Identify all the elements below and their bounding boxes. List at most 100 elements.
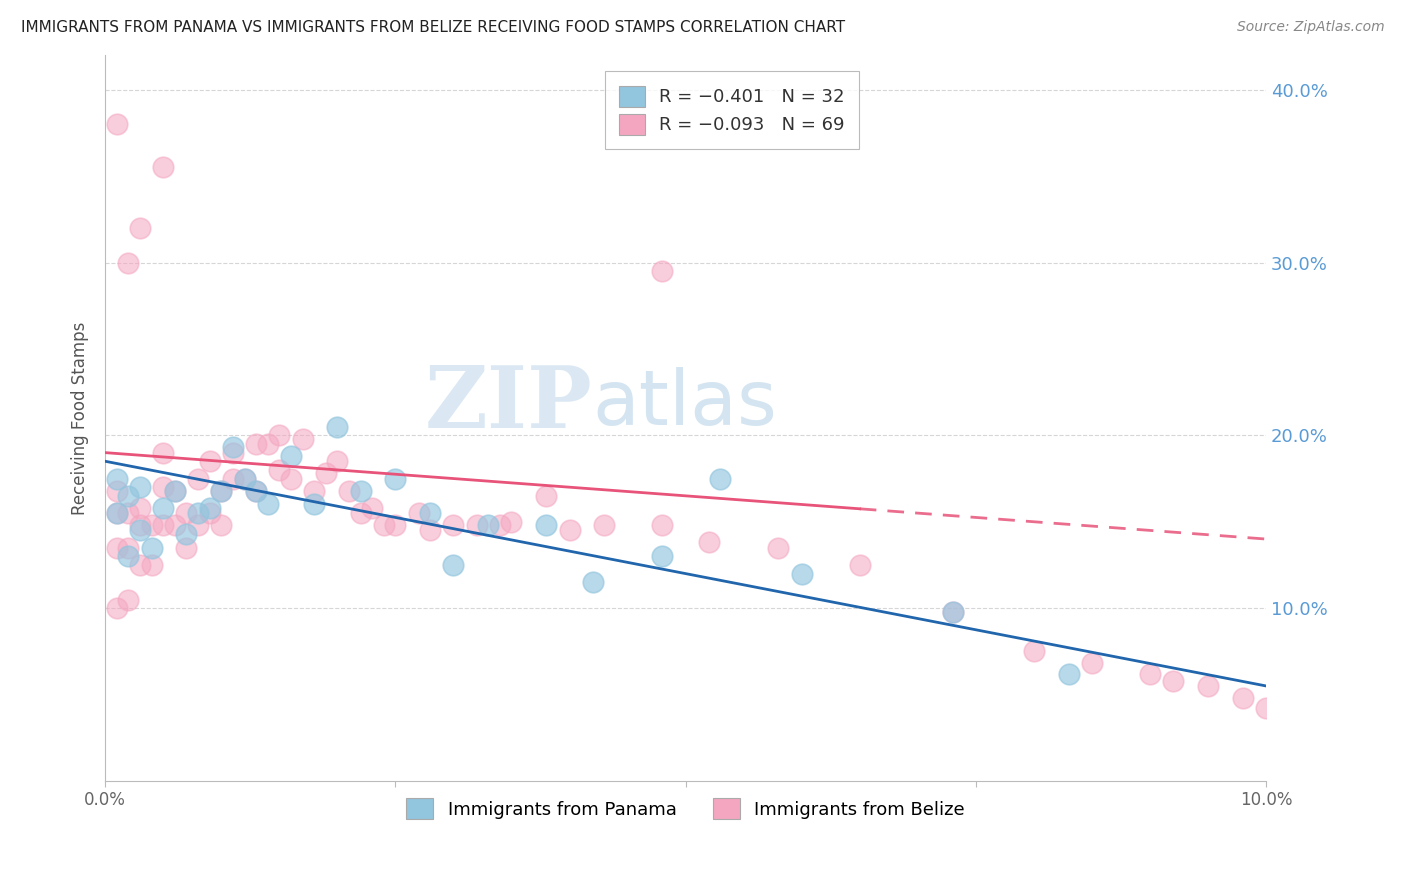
- Point: [198, 454, 221, 468]
- Point: [222, 445, 245, 459]
- Legend: Immigrants from Panama, Immigrants from Belize: Immigrants from Panama, Immigrants from …: [399, 791, 972, 826]
- Point: [501, 515, 523, 529]
- Point: [408, 506, 430, 520]
- Point: [105, 483, 128, 498]
- Point: [245, 437, 267, 451]
- Point: [489, 518, 512, 533]
- Point: [256, 437, 278, 451]
- Point: [942, 605, 965, 619]
- Point: [141, 541, 163, 555]
- Point: [117, 255, 139, 269]
- Point: [187, 506, 209, 520]
- Point: [280, 471, 302, 485]
- Text: ZIP: ZIP: [425, 361, 593, 445]
- Point: [105, 601, 128, 615]
- Point: [152, 480, 174, 494]
- Point: [105, 506, 128, 520]
- Point: [198, 500, 221, 515]
- Point: [163, 483, 186, 498]
- Point: [105, 471, 128, 485]
- Point: [163, 483, 186, 498]
- Point: [349, 483, 371, 498]
- Point: [326, 419, 349, 434]
- Point: [477, 518, 499, 533]
- Point: [163, 518, 186, 533]
- Point: [152, 518, 174, 533]
- Point: [291, 432, 314, 446]
- Point: [848, 558, 870, 572]
- Point: [222, 441, 245, 455]
- Point: [384, 471, 406, 485]
- Point: [129, 558, 152, 572]
- Point: [1057, 666, 1080, 681]
- Point: [129, 480, 152, 494]
- Point: [651, 518, 673, 533]
- Point: [326, 454, 349, 468]
- Point: [141, 558, 163, 572]
- Point: [536, 489, 558, 503]
- Point: [697, 535, 720, 549]
- Point: [105, 541, 128, 555]
- Point: [349, 506, 371, 520]
- Point: [233, 471, 256, 485]
- Point: [105, 506, 128, 520]
- Point: [176, 526, 198, 541]
- Point: [187, 518, 209, 533]
- Point: [176, 506, 198, 520]
- Point: [443, 558, 465, 572]
- Point: [209, 483, 232, 498]
- Point: [105, 117, 128, 131]
- Point: [269, 428, 291, 442]
- Text: atlas: atlas: [593, 367, 778, 441]
- Point: [536, 518, 558, 533]
- Point: [443, 518, 465, 533]
- Point: [152, 445, 174, 459]
- Point: [1232, 691, 1254, 706]
- Point: [256, 498, 278, 512]
- Point: [337, 483, 360, 498]
- Point: [1197, 679, 1219, 693]
- Point: [117, 592, 139, 607]
- Point: [361, 500, 384, 515]
- Point: [1254, 701, 1277, 715]
- Point: [302, 498, 325, 512]
- Point: [1022, 644, 1045, 658]
- Point: [419, 524, 441, 538]
- Point: [1161, 673, 1184, 688]
- Point: [198, 506, 221, 520]
- Point: [790, 566, 813, 581]
- Point: [280, 449, 302, 463]
- Point: [419, 506, 441, 520]
- Point: [558, 524, 581, 538]
- Point: [117, 549, 139, 564]
- Text: IMMIGRANTS FROM PANAMA VS IMMIGRANTS FROM BELIZE RECEIVING FOOD STAMPS CORRELATI: IMMIGRANTS FROM PANAMA VS IMMIGRANTS FRO…: [21, 20, 845, 35]
- Point: [152, 161, 174, 175]
- Point: [187, 471, 209, 485]
- Point: [651, 264, 673, 278]
- Point: [373, 518, 395, 533]
- Point: [129, 524, 152, 538]
- Point: [129, 518, 152, 533]
- Point: [709, 471, 731, 485]
- Point: [651, 549, 673, 564]
- Point: [465, 518, 488, 533]
- Point: [117, 489, 139, 503]
- Point: [582, 575, 605, 590]
- Point: [768, 541, 790, 555]
- Point: [117, 541, 139, 555]
- Point: [209, 518, 232, 533]
- Point: [129, 500, 152, 515]
- Text: Source: ZipAtlas.com: Source: ZipAtlas.com: [1237, 20, 1385, 34]
- Point: [152, 500, 174, 515]
- Point: [384, 518, 406, 533]
- Point: [209, 483, 232, 498]
- Point: [245, 483, 267, 498]
- Point: [117, 506, 139, 520]
- Point: [1139, 666, 1161, 681]
- Point: [1081, 657, 1104, 671]
- Point: [593, 518, 616, 533]
- Point: [233, 471, 256, 485]
- Point: [129, 221, 152, 235]
- Point: [942, 605, 965, 619]
- Point: [269, 463, 291, 477]
